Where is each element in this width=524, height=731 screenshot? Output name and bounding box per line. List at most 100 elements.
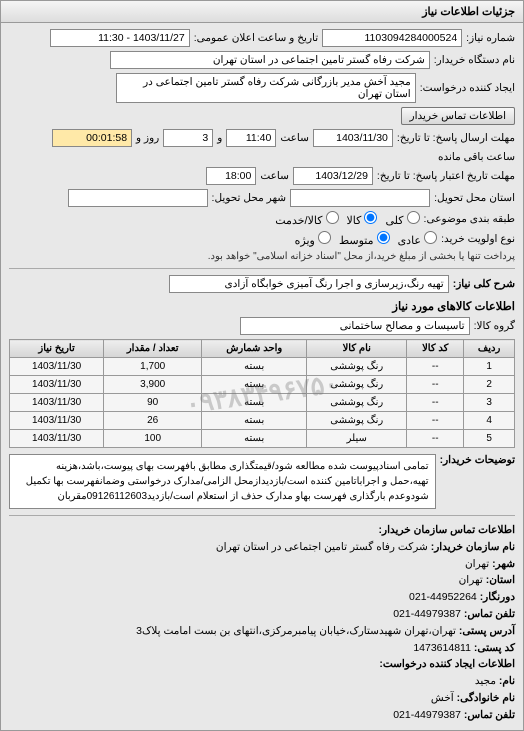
remain-days: 3 xyxy=(163,129,213,147)
city-deliver-label: شهر محل تحویل: xyxy=(212,192,287,204)
radio-medium[interactable]: متوسط xyxy=(339,231,390,247)
table-cell: رنگ پوششی xyxy=(307,376,407,394)
table-cell: 1403/11/30 xyxy=(10,376,104,394)
hour-label-2: ساعت xyxy=(260,170,289,182)
items-table: ردیفکد کالانام کالاواحد شمارشتعداد / مقد… xyxy=(9,339,515,448)
org-value: شرکت رفاه گستر تامین اجتماعی در استان ته… xyxy=(216,541,428,553)
radio-all[interactable]: کلی xyxy=(385,211,419,227)
fam-label: نام خانوادگی: xyxy=(457,692,515,704)
table-cell: بسته xyxy=(202,394,307,412)
group-label: طبقه بندی موضوعی: xyxy=(424,213,515,225)
table-cell: -- xyxy=(407,394,464,412)
org-label: نام سازمان خریدار: xyxy=(431,541,515,553)
table-header: ردیف xyxy=(464,340,515,358)
radio-special[interactable]: ویژه xyxy=(295,231,331,247)
table-header: کد کالا xyxy=(407,340,464,358)
contact-section-title: اطلاعات تماس سازمان خریدار: xyxy=(379,524,515,536)
table-cell: 26 xyxy=(104,412,202,430)
validity-time: 18:00 xyxy=(206,167,256,185)
desc-text: تمامی اسنادپیوست شده مطالعه شود/قیمتگذار… xyxy=(9,454,436,509)
deadline-send-label: مهلت ارسال پاسخ: تا تاریخ: xyxy=(397,132,515,144)
day-label: روز و xyxy=(136,132,159,144)
item-group-label: گروه کالا: xyxy=(474,320,515,332)
table-cell: 2 xyxy=(464,376,515,394)
remain-label: ساعت باقی مانده xyxy=(438,151,515,163)
phone2-value: 44979387-021 xyxy=(393,709,461,721)
post-value: 1473614811 xyxy=(413,642,471,654)
city-label: شهر: xyxy=(492,558,515,570)
creator-label: ایجاد کننده درخواست: xyxy=(420,82,515,94)
table-row: 3--رنگ پوششیبسته901403/11/30 xyxy=(10,394,515,412)
phone2-label: تلفن تماس: xyxy=(464,709,515,721)
fam-value: آخش xyxy=(431,692,454,704)
radio-all-label: کلی xyxy=(385,215,403,227)
addr-value: تهران،تهران شهیدستارک،خیابان پیامبرمرکزی… xyxy=(136,625,456,637)
table-cell: -- xyxy=(407,430,464,448)
creator-section-title: اطلاعات ایجاد کننده درخواست: xyxy=(379,658,515,670)
radio-medium-label: متوسط xyxy=(339,235,374,247)
table-cell: 1 xyxy=(464,358,515,376)
radio-goods[interactable]: کالا xyxy=(347,211,378,227)
table-cell: بسته xyxy=(202,358,307,376)
req-no-label: شماره نیاز: xyxy=(466,32,515,44)
table-row: 2--رنگ پوششیبسته3,9001403/11/30 xyxy=(10,376,515,394)
radio-services-label: کالا/خدمت xyxy=(275,215,322,227)
table-header: تاریخ نیاز xyxy=(10,340,104,358)
desc-label: توضیحات خریدار: xyxy=(440,454,515,466)
table-header: واحد شمارش xyxy=(202,340,307,358)
table-cell: 4 xyxy=(464,412,515,430)
table-header: تعداد / مقدار xyxy=(104,340,202,358)
table-cell: سیلر xyxy=(307,430,407,448)
post-label: کد پستی: xyxy=(474,642,515,654)
deadline-send-date: 1403/11/30 xyxy=(313,129,393,147)
and-label: و xyxy=(217,132,222,144)
deadline-send-time: 11:40 xyxy=(226,129,276,147)
table-cell: رنگ پوششی xyxy=(307,394,407,412)
table-cell: 5 xyxy=(464,430,515,448)
name-label: نام: xyxy=(499,675,515,687)
phone-label: تلفن تماس: xyxy=(464,608,515,620)
creator-value: مجید آخش مدیر بازرگانی شرکت رفاه گستر تا… xyxy=(116,73,416,103)
table-header: نام کالا xyxy=(307,340,407,358)
hour-label-1: ساعت xyxy=(280,132,309,144)
buyer-name-value: شرکت رفاه گستر تامین اجتماعی در استان ته… xyxy=(110,51,430,69)
province-deliver-label: استان محل تحویل: xyxy=(434,192,515,204)
table-row: 1--رنگ پوششیبسته1,7001403/11/30 xyxy=(10,358,515,376)
fax-value: 44952264-021 xyxy=(409,591,477,603)
buyer-contact-button[interactable]: اطلاعات تماس خریدار xyxy=(401,107,515,125)
table-cell: -- xyxy=(407,376,464,394)
table-cell: 3 xyxy=(464,394,515,412)
remain-time: 00:01:58 xyxy=(52,129,132,147)
table-cell: بسته xyxy=(202,430,307,448)
priority-note: پرداخت تنها یا بخشی از مبلغ خرید،از محل … xyxy=(208,251,515,262)
table-cell: 1403/11/30 xyxy=(10,430,104,448)
announce-value: 1403/11/27 - 11:30 xyxy=(50,29,190,47)
table-cell: 90 xyxy=(104,394,202,412)
radio-services[interactable]: کالا/خدمت xyxy=(275,211,338,227)
table-cell: رنگ پوششی xyxy=(307,412,407,430)
table-row: 5--سیلربسته1001403/11/30 xyxy=(10,430,515,448)
table-cell: بسته xyxy=(202,376,307,394)
table-cell: 1,700 xyxy=(104,358,202,376)
province-value: تهران xyxy=(459,574,483,586)
table-cell: -- xyxy=(407,412,464,430)
radio-normal[interactable]: عادی xyxy=(398,231,438,247)
item-group-value: تاسیسات و مصالح ساختمانی xyxy=(240,317,470,335)
validity-label: مهلت تاریخ اعتبار پاسخ: تا تاریخ: xyxy=(377,170,515,182)
name-value: مجید xyxy=(475,675,496,687)
need-text: تهیه رنگ،زیرسازی و اجرا رنگ آمیزی خوابگا… xyxy=(169,275,449,293)
announce-label: تاریخ و ساعت اعلان عمومی: xyxy=(194,32,318,44)
province-deliver-value xyxy=(290,189,430,207)
req-no-value: 1103094284000524 xyxy=(322,29,462,47)
fax-label: دورنگار: xyxy=(480,591,515,603)
validity-date: 1403/12/29 xyxy=(293,167,373,185)
radio-special-label: ویژه xyxy=(295,235,315,247)
need-label: شرح کلی نیاز: xyxy=(453,278,515,290)
phone-value: 44979387-021 xyxy=(393,608,461,620)
table-row: 4--رنگ پوششیبسته261403/11/30 xyxy=(10,412,515,430)
addr-label: آدرس پستی: xyxy=(459,625,515,637)
table-cell: 1403/11/30 xyxy=(10,358,104,376)
city-value: تهران xyxy=(465,558,489,570)
table-cell: 1403/11/30 xyxy=(10,412,104,430)
priority-label: نوع اولویت خرید: xyxy=(441,233,515,245)
